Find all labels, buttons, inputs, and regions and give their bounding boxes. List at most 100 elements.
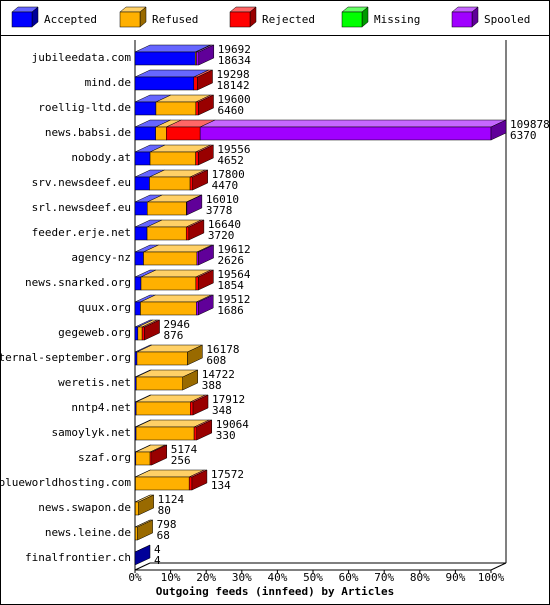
bar-side	[138, 494, 154, 516]
x-tick-label: 30%	[232, 571, 252, 584]
accepted-label: 80	[158, 504, 171, 517]
total-label: 1124	[158, 493, 185, 506]
total-label: 17800	[212, 168, 245, 181]
total-label: 17572	[211, 468, 244, 481]
bar	[140, 301, 197, 316]
bar	[149, 151, 196, 166]
legend-swatch	[341, 11, 363, 28]
bar	[149, 451, 153, 466]
accepted-label: 2626	[218, 254, 245, 267]
bar	[189, 176, 193, 191]
legend-label: Rejected	[262, 13, 315, 26]
axis-title: Outgoing feeds (innfeed) by Articles	[156, 585, 394, 598]
bar	[137, 326, 143, 341]
bar-side	[188, 219, 205, 241]
bar	[193, 76, 198, 91]
accepted-label: 68	[157, 529, 170, 542]
bar	[134, 126, 156, 141]
floor-line	[490, 562, 507, 571]
bar-side	[144, 319, 160, 341]
bar-side	[198, 144, 214, 166]
accepted-label: 608	[206, 354, 226, 367]
bar	[143, 251, 198, 266]
bar	[195, 276, 199, 291]
accepted-label: 4470	[212, 179, 239, 192]
y-tick-label: eternal-september.org	[0, 351, 131, 364]
bar	[149, 176, 191, 191]
y-tick-label: roellig-ltd.de	[38, 101, 131, 114]
x-tick-label: 40%	[267, 571, 287, 584]
bar	[140, 276, 197, 291]
y-tick-label: srl.newsdeef.eu	[32, 201, 131, 214]
bar	[134, 526, 138, 541]
legend-label: Refused	[152, 13, 198, 26]
bar	[134, 51, 196, 66]
accepted-label: 18142	[217, 79, 250, 92]
accepted-label: 3778	[206, 204, 233, 217]
bar-side	[182, 369, 198, 391]
total-label: 2946	[164, 318, 191, 331]
accepted-label: 134	[211, 479, 231, 492]
bar	[196, 301, 199, 316]
bar-side	[198, 94, 214, 116]
bar	[134, 501, 139, 516]
bar-side	[197, 69, 213, 91]
accepted-label: 1854	[217, 279, 244, 292]
y-tick-label: weretis.net	[58, 376, 131, 389]
floor-line	[134, 562, 151, 571]
bar	[193, 426, 198, 441]
bar	[141, 326, 145, 341]
x-tick-label: 100%	[478, 571, 505, 584]
y-tick-label: srv.newsdeef.eu	[32, 176, 131, 189]
bar-side	[198, 44, 215, 66]
total-label: 19298	[217, 68, 250, 81]
x-tick-label: 70%	[374, 571, 394, 584]
bar	[166, 126, 201, 141]
legend-swatch	[11, 11, 33, 28]
bar	[135, 451, 151, 466]
total-label: 19612	[218, 243, 251, 256]
bar	[146, 201, 187, 216]
total-label: 798	[157, 518, 177, 531]
bar	[134, 226, 148, 241]
bar	[135, 426, 195, 441]
legend-swatch	[229, 11, 251, 28]
bar-side	[151, 444, 168, 466]
total-label: 109878	[510, 118, 550, 131]
y-tick-label: blueworldhosting.com	[0, 476, 131, 489]
bar-side	[197, 294, 214, 316]
bar-side	[198, 269, 214, 291]
bar	[134, 276, 142, 291]
bar-side	[192, 169, 208, 191]
accepted-label: 4	[154, 554, 161, 567]
x-tick-label: 10%	[161, 571, 181, 584]
y-tick-label: samoylyk.net	[52, 426, 131, 439]
bar	[136, 351, 188, 366]
legend-label: Missing	[374, 13, 420, 26]
bar	[134, 76, 195, 91]
total-label: 17912	[212, 393, 245, 406]
bar	[134, 326, 139, 341]
x-tick-label: 80%	[410, 571, 430, 584]
y-tick-label: gegeweb.org	[58, 326, 131, 339]
accepted-label: 876	[164, 329, 184, 342]
y-tick-label: jubileedata.com	[32, 51, 132, 64]
y-tick-label: news.leine.de	[45, 526, 131, 539]
accepted-label: 6370	[510, 129, 537, 142]
accepted-label: 348	[212, 404, 232, 417]
bar	[134, 151, 151, 166]
legend-swatch	[451, 11, 473, 28]
bar	[134, 101, 157, 116]
accepted-label: 6460	[218, 104, 245, 117]
bar	[135, 401, 191, 416]
bar	[190, 401, 194, 416]
bar-side	[187, 344, 203, 366]
y-tick-label: news.babsi.de	[45, 126, 131, 139]
y-tick-label: szaf.org	[78, 451, 131, 464]
y-tick-label: news.snarked.org	[25, 276, 131, 289]
y-tick-label: nobody.at	[71, 151, 131, 164]
bar-side	[137, 519, 153, 541]
total-label: 19692	[218, 43, 251, 56]
bar-side	[198, 244, 214, 266]
x-tick-label: 60%	[339, 571, 359, 584]
